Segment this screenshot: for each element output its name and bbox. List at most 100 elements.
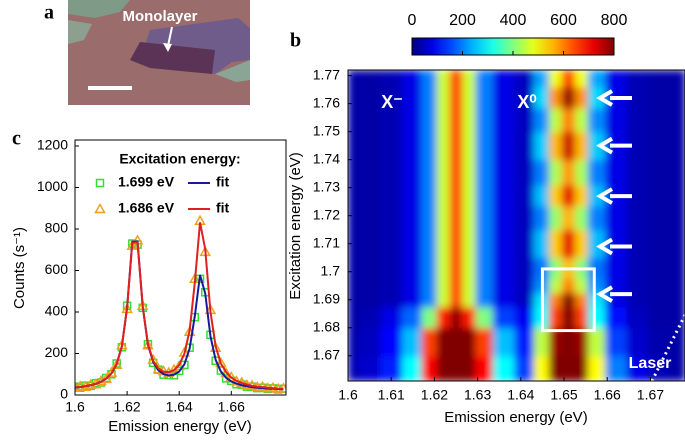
heatmap-cell	[492, 306, 515, 329]
x-tick-label: 1.65	[550, 387, 577, 403]
heatmap-cell	[380, 70, 403, 88]
x-tick-label: 1.62	[113, 399, 140, 415]
heatmap-cell	[421, 205, 438, 231]
heatmap-cell	[475, 159, 494, 186]
heatmap-cell	[462, 205, 476, 231]
heatmap-cell	[358, 86, 381, 109]
heatmap-cell	[626, 292, 649, 308]
heatmap-cell	[380, 107, 403, 133]
heatmap-cell	[533, 229, 550, 259]
heatmap-cell	[626, 278, 649, 294]
heatmap-cell	[626, 131, 649, 161]
heatmap-cell	[587, 184, 606, 207]
marker	[173, 359, 185, 371]
heatmap-cell	[561, 70, 576, 88]
heatmap-cell	[548, 292, 563, 308]
heatmap-cell	[348, 70, 360, 88]
heatmap-cell	[436, 292, 451, 308]
y-tick-label: 1.69	[313, 290, 340, 306]
legend-label: 1.686 eV	[118, 200, 175, 216]
heatmap-cell	[402, 306, 422, 329]
heatmap-cell	[348, 184, 360, 207]
heatmap-cell	[475, 278, 494, 294]
heatmap-cell	[436, 355, 451, 381]
arrow	[596, 237, 632, 256]
heatmap-cell	[548, 278, 563, 294]
heatmap-cell	[533, 205, 550, 231]
heatmap-cell	[669, 257, 685, 280]
heatmap-cell	[587, 86, 606, 109]
heatmap-cell	[492, 159, 515, 186]
heatmap-cell	[402, 257, 422, 280]
heatmap-cell	[533, 184, 550, 207]
heatmap-cell	[436, 278, 451, 294]
heatmap-cell	[626, 107, 649, 133]
heatmap-cell	[648, 107, 671, 133]
fit-line	[75, 222, 284, 390]
heatmap-cell	[449, 184, 463, 207]
heatmap-cell	[669, 184, 685, 207]
heatmap-cell	[462, 278, 476, 294]
heatmap-cell	[514, 355, 535, 381]
heatmap-cell	[533, 327, 550, 357]
y-tick-label: 1.7	[321, 262, 341, 278]
heatmap-cell	[561, 292, 576, 308]
heatmap-cell	[626, 306, 649, 329]
x-tick-label: 1.6	[65, 399, 85, 415]
heatmap-cell	[462, 184, 476, 207]
heatmap-cell	[348, 229, 360, 259]
heatmap-cell	[626, 229, 649, 259]
y-tick-label: 1.73	[313, 178, 340, 194]
annotation: X⁻	[381, 92, 403, 112]
heatmap-cell	[492, 86, 515, 109]
heatmap-cell	[380, 355, 403, 381]
heatmap-cell	[548, 131, 563, 161]
heatmap-cell	[492, 184, 515, 207]
heatmap-cell	[587, 205, 606, 231]
heatmap-cell	[449, 306, 463, 329]
heatmap-cell	[436, 184, 451, 207]
heatmap-cell	[380, 184, 403, 207]
x-tick-label: 1.62	[421, 387, 448, 403]
heatmap-cell	[348, 159, 360, 186]
heatmap-cell	[492, 70, 515, 88]
heatmap-cell	[402, 70, 422, 88]
y-tick-label: 1.72	[313, 206, 340, 222]
heatmap-cell	[587, 107, 606, 133]
heatmap-cell	[574, 327, 589, 357]
heatmap-cell	[436, 107, 451, 133]
heatmap-cell	[605, 257, 628, 280]
heatmap-cell	[462, 355, 476, 381]
heatmap-cell	[449, 327, 463, 357]
heatmap-cell	[648, 86, 671, 109]
heatmap-cell	[348, 292, 360, 308]
heatmap-cell	[514, 229, 535, 259]
heatmap-cell	[514, 70, 535, 88]
heatmap-cell	[587, 278, 606, 294]
heatmap-cell	[421, 306, 438, 329]
heatmap-cell	[669, 229, 685, 259]
arrow	[596, 89, 632, 107]
heatmap-cell	[514, 292, 535, 308]
legend-label: fit	[216, 174, 230, 190]
heatmap-cell	[648, 292, 671, 308]
heatmap-cell	[561, 229, 576, 259]
heatmap-cell	[561, 278, 576, 294]
colorbar-tick-label: 400	[500, 12, 527, 29]
heatmap-cell	[348, 327, 360, 357]
heatmap-cell	[533, 70, 550, 88]
marker	[215, 356, 227, 368]
heatmap-cell	[548, 70, 563, 88]
x-tick-label: 1.64	[166, 399, 193, 415]
heatmap-cell	[574, 159, 589, 186]
heatmap-cell	[380, 257, 403, 280]
heatmap-cell	[669, 107, 685, 133]
micrograph: Monolayer	[68, 0, 250, 105]
x-tick-label: 1.67	[637, 387, 664, 403]
heatmap-cell	[533, 159, 550, 186]
heatmap-cell	[449, 278, 463, 294]
heatmap-cell	[475, 70, 494, 88]
heatmap-cell	[348, 355, 360, 381]
heatmap-cell	[436, 205, 451, 231]
heatmap-cell	[462, 70, 476, 88]
